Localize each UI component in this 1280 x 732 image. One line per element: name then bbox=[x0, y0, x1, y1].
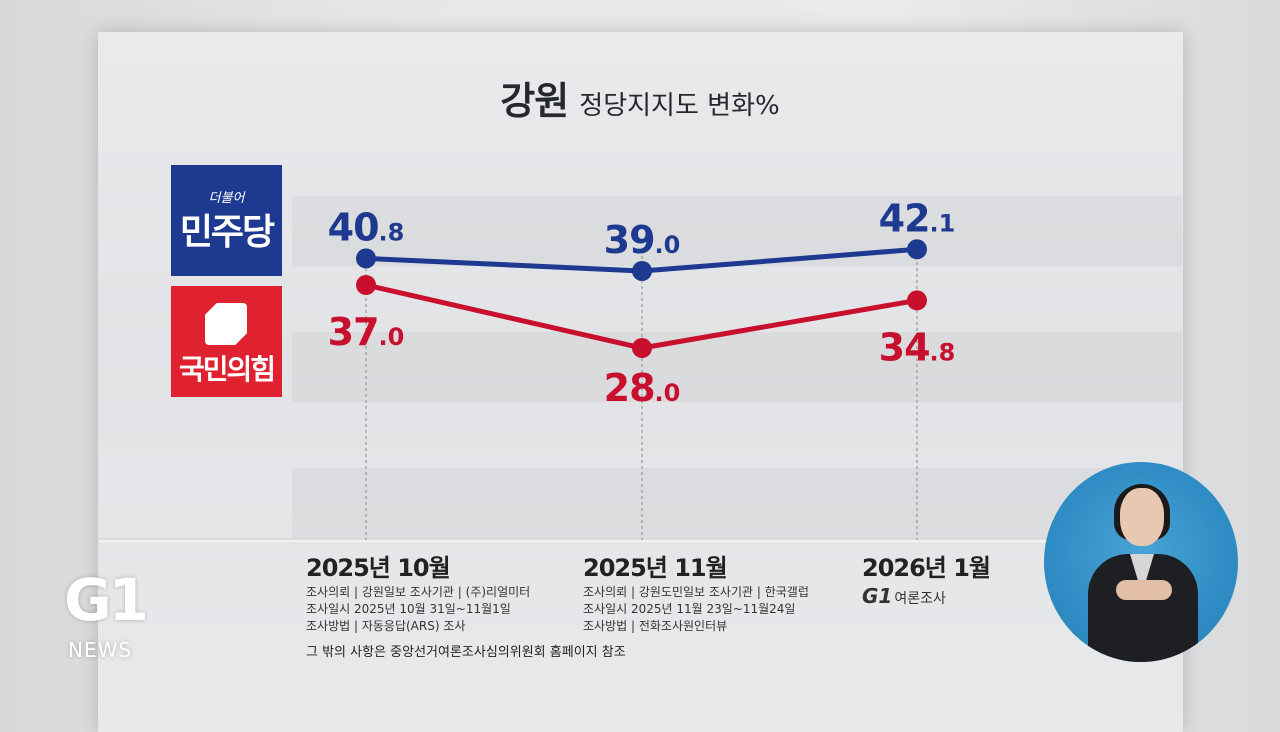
data-point-s1-1 bbox=[356, 248, 376, 269]
g1-poll-text: 여론조사 bbox=[894, 591, 946, 607]
title-region: 강원 bbox=[500, 79, 569, 123]
ppp-party-logo: 국민의힘 bbox=[171, 286, 282, 397]
paper-fold bbox=[98, 538, 1183, 544]
survey-info-2: 조사의뢰 | 강원도민일보 조사기관 | 한국갤럽 조사일시 2025년 11월… bbox=[583, 584, 809, 635]
news-brand-label: NEWS bbox=[68, 638, 133, 662]
sign-language-interpreter bbox=[1044, 462, 1238, 662]
grid-band-3 bbox=[292, 468, 1182, 538]
survey-2-line-3: 조사방법 | 전화조사원인터뷰 bbox=[583, 619, 728, 633]
survey-info-1: 조사의뢰 | 강원일보 조사기관 | (주)리얼미터 조사일시 2025년 10… bbox=[306, 584, 530, 635]
x-category-3: 2026년 1월 bbox=[862, 554, 991, 582]
data-label-s1-2: 39.0 bbox=[604, 218, 681, 262]
survey-2-line-1: 조사의뢰 | 강원도민일보 조사기관 | 한국갤럽 bbox=[583, 585, 809, 599]
interpreter-hands bbox=[1116, 580, 1172, 600]
chart-title: 강원 정당지지도 변화% bbox=[0, 70, 1280, 125]
x-category-2: 2025년 11월 bbox=[583, 554, 728, 582]
x-category-1: 2025년 10월 bbox=[306, 554, 451, 582]
data-label-s1-3: 42.1 bbox=[879, 196, 956, 240]
grid-band-2 bbox=[292, 332, 1182, 402]
data-label-s1-1: 40.8 bbox=[328, 205, 405, 249]
democratic-logo-text: 민주당 bbox=[179, 212, 275, 253]
data-point-s2-3 bbox=[907, 290, 927, 311]
data-point-s1-2 bbox=[632, 261, 652, 281]
democratic-logo-small-text: 더불어 bbox=[208, 191, 245, 206]
data-point-s2-2 bbox=[632, 338, 652, 358]
footnote: 그 밖의 사항은 중앙선거여론조사심의위원회 홈페이지 참조 bbox=[306, 645, 626, 660]
data-label-s2-3: 34.8 bbox=[879, 325, 956, 369]
data-label-s2-2: 28.0 bbox=[604, 366, 681, 410]
g1-brand-logo: G1 bbox=[64, 566, 149, 634]
interpreter-head bbox=[1120, 488, 1164, 546]
g1-poll-label: G1 여론조사 bbox=[862, 584, 946, 608]
data-point-s1-3 bbox=[907, 239, 927, 260]
grid-band-1 bbox=[292, 196, 1182, 266]
title-subtitle: 정당지지도 변화% bbox=[579, 91, 780, 121]
survey-1-line-1: 조사의뢰 | 강원일보 조사기관 | (주)리얼미터 bbox=[306, 585, 531, 599]
survey-1-line-3: 조사방법 | 자동응답(ARS) 조사 bbox=[306, 619, 466, 633]
survey-2-line-2: 조사일시 2025년 11월 23일~11월24일 bbox=[583, 602, 796, 616]
data-point-s2-1 bbox=[356, 275, 376, 295]
democratic-party-logo: 더불어 민주당 bbox=[171, 165, 282, 276]
g1-poll-logo: G1 bbox=[862, 584, 893, 608]
ppp-logo-text: 국민의힘 bbox=[178, 353, 276, 386]
ppp-mark-icon bbox=[205, 303, 247, 345]
survey-1-line-2: 조사일시 2025년 10월 31일~11월1일 bbox=[306, 602, 511, 616]
data-label-s2-1: 37.0 bbox=[328, 310, 405, 354]
